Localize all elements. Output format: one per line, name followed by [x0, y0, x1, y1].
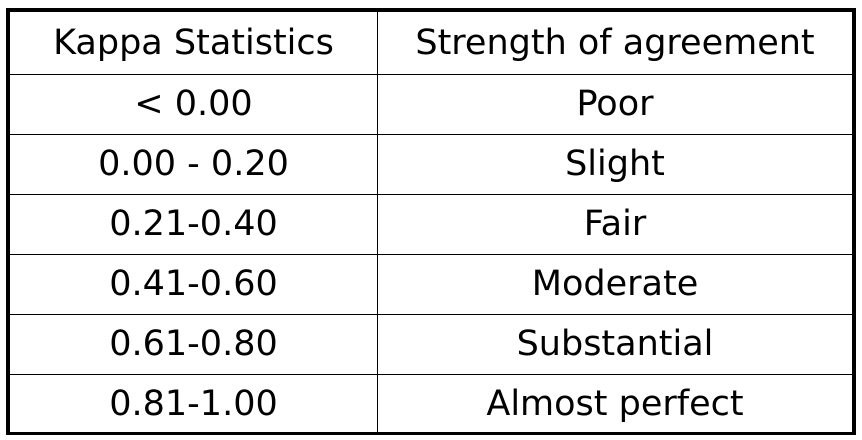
kappa-agreement-table: Kappa Statistics Strength of agreement <…: [9, 11, 853, 435]
agreement-strength-cell: Slight: [377, 134, 853, 195]
kappa-table-container: Kappa Statistics Strength of agreement <…: [6, 8, 856, 435]
table-row: 0.61-0.80 Substantial: [9, 314, 853, 375]
agreement-strength-cell: Almost perfect: [377, 374, 853, 435]
table-row: 0.21-0.40 Fair: [9, 194, 853, 255]
header-strength-of-agreement: Strength of agreement: [377, 11, 853, 75]
kappa-range-cell: 0.81-1.00: [9, 374, 378, 435]
kappa-range-cell: 0.00 - 0.20: [9, 134, 378, 195]
table-row: 0.00 - 0.20 Slight: [9, 134, 853, 195]
header-kappa-statistics: Kappa Statistics: [9, 11, 378, 75]
agreement-strength-cell: Substantial: [377, 314, 853, 375]
kappa-range-cell: 0.21-0.40: [9, 194, 378, 255]
agreement-strength-cell: Poor: [377, 74, 853, 135]
table-header-row: Kappa Statistics Strength of agreement: [9, 11, 853, 75]
table-row: 0.41-0.60 Moderate: [9, 254, 853, 315]
agreement-strength-cell: Fair: [377, 194, 853, 255]
table-row: 0.81-1.00 Almost perfect: [9, 374, 853, 435]
table-row: < 0.00 Poor: [9, 74, 853, 135]
kappa-range-cell: 0.61-0.80: [9, 314, 378, 375]
kappa-range-cell: 0.41-0.60: [9, 254, 378, 315]
agreement-strength-cell: Moderate: [377, 254, 853, 315]
kappa-range-cell: < 0.00: [9, 74, 378, 135]
